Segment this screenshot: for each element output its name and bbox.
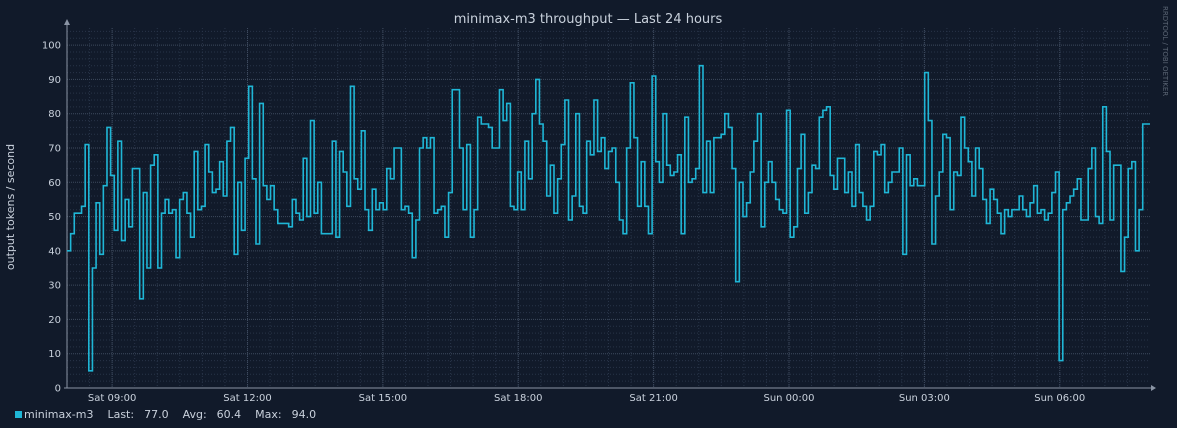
legend-max-label: Max: (255, 408, 282, 421)
legend-avg-label: Avg: (182, 408, 207, 421)
legend-series-name: minimax-m3 (24, 408, 94, 421)
x-tick-label: Sun 06:00 (1034, 393, 1085, 404)
x-axis-arrow (1151, 385, 1156, 391)
x-tick-label: Sat 09:00 (88, 393, 136, 404)
rrdtool-watermark: RRDTOOL / TOBI OETIKER (1161, 6, 1169, 96)
y-tick-label: 80 (48, 109, 61, 120)
chart-title: minimax-m3 throughput — Last 24 hours (454, 12, 723, 27)
x-tick-label: Sun 03:00 (899, 393, 950, 404)
grid (67, 28, 1150, 388)
x-tick-label: Sun 00:00 (763, 393, 814, 404)
legend-last-label: Last: (107, 408, 135, 421)
x-tick-label: Sat 21:00 (629, 393, 677, 404)
y-tick-label: 20 (48, 315, 61, 326)
y-tick-label: 70 (48, 144, 61, 155)
y-tick-label: 90 (48, 75, 61, 86)
x-tick-label: Sat 18:00 (494, 393, 542, 404)
y-tick-label: 0 (55, 384, 61, 395)
axes (64, 19, 1156, 391)
y-tick-label: 50 (48, 212, 61, 223)
legend: minimax-m3 Last: 77.0 Avg: 60.4 Max: 94.… (15, 408, 316, 421)
tick-labels: 0 10 20 30 40 50 60 70 80 90 100 Sat 09:00 Sat 12:00… (42, 41, 1085, 404)
series-line-minimax-m3 (67, 64, 1150, 372)
x-tick-label: Sat 12:00 (223, 393, 271, 404)
y-tick-label: 40 (48, 246, 61, 257)
legend-last-value: 77.0 (144, 408, 169, 421)
series-area (67, 64, 1150, 372)
y-tick-label: 100 (42, 41, 61, 52)
y-axis-arrow (64, 19, 70, 25)
x-tick-label: Sat 15:00 (359, 393, 407, 404)
series-color-swatch (15, 411, 22, 418)
y-tick-label: 60 (48, 178, 61, 189)
y-axis-label: output tokens / second (4, 144, 17, 270)
legend-max-value: 94.0 (291, 408, 317, 421)
y-tick-label: 10 (48, 349, 61, 360)
y-tick-label: 30 (48, 281, 61, 292)
legend-avg-value: 60.4 (216, 408, 242, 421)
